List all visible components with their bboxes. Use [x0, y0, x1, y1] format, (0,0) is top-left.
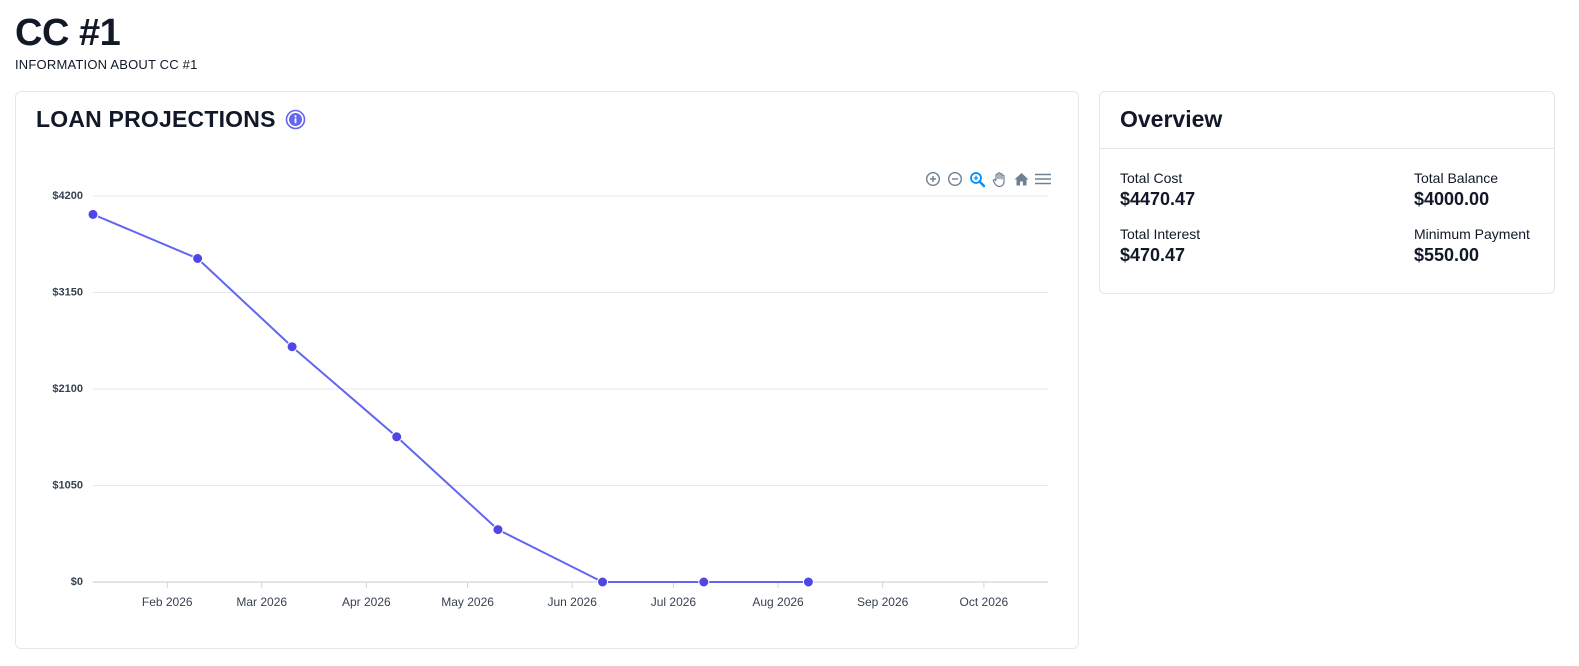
loan-projections-title: LOAN PROJECTIONS: [36, 106, 276, 132]
data-point: [192, 252, 204, 264]
home-reset-icon[interactable]: [1012, 170, 1030, 188]
loan-projections-chart: $0 $1050 $2100 $3150 $4200 Feb 2026 Mar 2026 Ap…: [52, 190, 1048, 609]
stat-minimum-payment: Minimum Payment $550.00: [1414, 226, 1530, 266]
info-icon[interactable]: [285, 109, 306, 130]
x-tick-label: May 2026: [441, 595, 494, 609]
data-point: [597, 576, 609, 588]
x-tick-label: Feb 2026: [142, 595, 193, 609]
stat-total-cost: Total Cost $4470.47: [1120, 170, 1195, 210]
data-point: [802, 576, 814, 588]
zoom-out-icon[interactable]: [946, 170, 964, 188]
stat-value: $4000.00: [1414, 189, 1490, 209]
stat-total-balance: Total Balance $4000.00: [1414, 170, 1498, 210]
data-point: [698, 576, 710, 588]
data-point: [492, 524, 504, 536]
page-title: CC #1: [15, 12, 121, 54]
y-tick-label: $1050: [52, 480, 83, 492]
y-tick-label: $0: [71, 576, 83, 588]
stat-label: Total Cost: [1120, 170, 1183, 186]
y-tick-label: $4200: [52, 190, 83, 202]
chart-toolbar: [924, 168, 1052, 190]
x-tick-label: Mar 2026: [236, 595, 287, 609]
x-tick-label: Aug 2026: [752, 595, 804, 609]
y-tick-label: $3150: [52, 287, 83, 299]
y-tick-label: $2100: [52, 383, 83, 395]
x-tick-label: Oct 2026: [960, 595, 1009, 609]
data-point: [286, 341, 298, 353]
stat-value: $470.47: [1120, 245, 1186, 265]
series-line: [92, 213, 809, 583]
data-point: [87, 208, 99, 220]
stat-label: Total Interest: [1120, 226, 1201, 242]
stat-total-interest: Total Interest $470.47: [1120, 226, 1200, 266]
pan-hand-icon[interactable]: [990, 170, 1008, 188]
stat-value: $550.00: [1414, 245, 1480, 265]
stat-label: Total Balance: [1414, 170, 1499, 186]
overview-header: Overview: [1100, 92, 1554, 149]
data-point: [391, 431, 403, 443]
x-tick-label: Jun 2026: [547, 595, 597, 609]
x-tick-label: Jul 2026: [651, 595, 697, 609]
zoom-in-icon[interactable]: [924, 170, 942, 188]
selection-zoom-icon[interactable]: [968, 170, 986, 188]
overview-card: Overview Total Cost $4470.47 Total Balan…: [1099, 91, 1555, 294]
menu-icon[interactable]: [1034, 170, 1052, 188]
x-tick-label: Sep 2026: [857, 595, 909, 609]
overview-title: Overview: [1120, 106, 1223, 132]
loan-projections-card: LOAN PROJECTIONS $0 $1050 $2100 $3150 $4200 F…: [15, 91, 1079, 649]
stat-label: Minimum Payment: [1414, 226, 1530, 242]
page-subtitle: INFORMATION ABOUT CC #1: [15, 57, 198, 72]
x-tick-label: Apr 2026: [342, 595, 391, 609]
stat-value: $4470.47: [1120, 189, 1196, 209]
